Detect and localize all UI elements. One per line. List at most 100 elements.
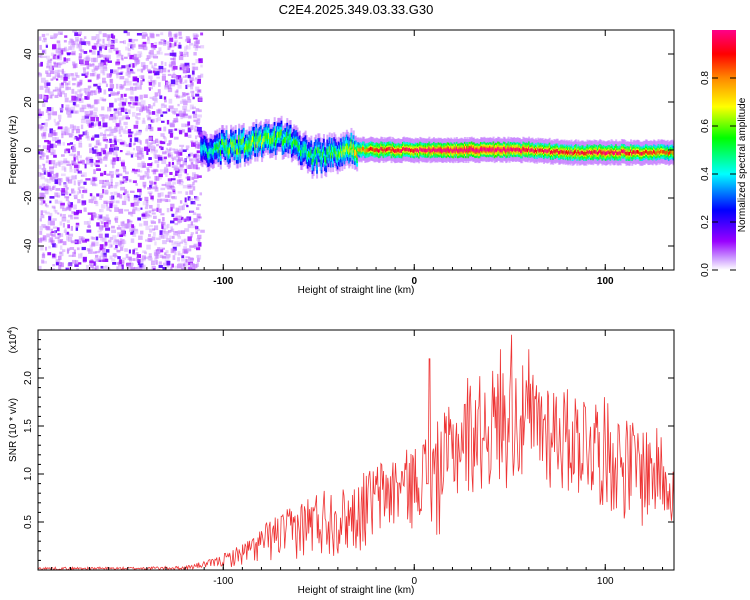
- noise-cell: [69, 124, 74, 129]
- noise-cell: [196, 262, 199, 267]
- noise-cell: [171, 235, 175, 239]
- noise-cell: [193, 119, 199, 122]
- noise-cell: [55, 47, 61, 53]
- noise-cell: [98, 249, 102, 253]
- noise-cell: [189, 198, 194, 201]
- signal-cell: [317, 147, 320, 154]
- noise-cell: [193, 66, 199, 71]
- noise-cell: [68, 254, 74, 257]
- noise-cell: [147, 117, 152, 121]
- noise-cell: [71, 147, 77, 153]
- signal-cell: [337, 150, 340, 157]
- noise-cell: [57, 31, 63, 35]
- noise-cell: [68, 41, 73, 45]
- signal-cell: [654, 150, 656, 155]
- noise-cell: [57, 139, 61, 145]
- noise-cell: [142, 181, 147, 187]
- noise-cell: [90, 180, 96, 185]
- noise-cell: [156, 76, 160, 79]
- noise-cell: [87, 220, 91, 224]
- signal-cell: [313, 151, 316, 158]
- signal-cell: [667, 151, 670, 156]
- noise-cell: [48, 245, 51, 249]
- signal-cell: [415, 148, 418, 153]
- noise-cell: [39, 215, 43, 218]
- noise-cell: [127, 52, 131, 57]
- signal-cell: [632, 150, 635, 155]
- spectrogram-y-tick-label: -20: [23, 190, 34, 205]
- noise-cell: [111, 225, 115, 229]
- noise-cell: [188, 256, 191, 261]
- noise-cell: [158, 47, 162, 52]
- signal-cell: [594, 150, 597, 154]
- noise-cell: [98, 214, 103, 219]
- noise-cell: [111, 229, 116, 234]
- noise-cell: [158, 261, 162, 265]
- noise-cell: [106, 73, 112, 78]
- noise-cell: [84, 131, 89, 136]
- signal-cell: [513, 147, 515, 151]
- noise-cell: [47, 140, 51, 145]
- signal-cell: [476, 148, 479, 152]
- noise-cell: [119, 150, 123, 153]
- noise-cell: [172, 255, 176, 260]
- noise-cell: [66, 160, 70, 164]
- signal-cell: [514, 148, 517, 152]
- noise-cell: [71, 190, 76, 194]
- noise-cell: [39, 111, 44, 116]
- signal-cell: [516, 147, 519, 151]
- noise-cell: [148, 233, 151, 237]
- noise-cell: [114, 253, 117, 258]
- noise-cell: [78, 140, 82, 144]
- noise-cell: [40, 61, 43, 67]
- noise-cell: [155, 71, 160, 75]
- snr-background: [38, 330, 674, 570]
- noise-cell: [142, 65, 145, 71]
- noise-cell: [45, 160, 49, 164]
- noise-cell: [165, 250, 169, 254]
- noise-cell: [79, 59, 84, 64]
- noise-cell: [44, 178, 48, 182]
- noise-cell: [45, 211, 50, 215]
- noise-cell: [186, 204, 189, 208]
- signal-cell: [473, 147, 475, 152]
- signal-cell: [374, 148, 377, 153]
- noise-cell: [127, 73, 131, 78]
- noise-cell: [80, 88, 84, 91]
- signal-cell: [279, 132, 282, 139]
- noise-cell: [174, 108, 178, 112]
- noise-cell: [143, 256, 149, 260]
- noise-cell: [150, 220, 155, 224]
- noise-cell: [77, 180, 81, 185]
- signal-cell: [283, 137, 286, 144]
- noise-cell: [197, 234, 202, 239]
- signal-cell: [447, 148, 450, 152]
- signal-cell: [210, 147, 213, 154]
- signal-cell: [576, 151, 579, 156]
- noise-cell: [66, 107, 71, 113]
- signal-cell: [533, 149, 536, 154]
- noise-cell: [150, 182, 154, 186]
- signal-cell: [431, 148, 434, 153]
- signal-cell: [641, 152, 644, 156]
- noise-cell: [48, 185, 52, 190]
- noise-cell: [119, 134, 123, 137]
- noise-cell: [82, 160, 85, 165]
- signal-cell: [232, 140, 235, 147]
- noise-cell: [183, 249, 188, 254]
- noise-cell: [192, 113, 198, 119]
- noise-cell: [170, 266, 173, 270]
- signal-cell: [556, 148, 559, 153]
- signal-cell: [400, 149, 403, 153]
- noise-cell: [99, 61, 105, 67]
- noise-cell: [145, 204, 149, 207]
- noise-cell: [109, 196, 114, 201]
- noise-cell: [159, 247, 163, 250]
- noise-cell: [93, 45, 97, 49]
- noise-cell: [187, 224, 192, 229]
- noise-cell: [193, 218, 198, 223]
- noise-cell: [63, 149, 67, 154]
- noise-cell: [200, 32, 204, 36]
- noise-cell: [100, 252, 104, 258]
